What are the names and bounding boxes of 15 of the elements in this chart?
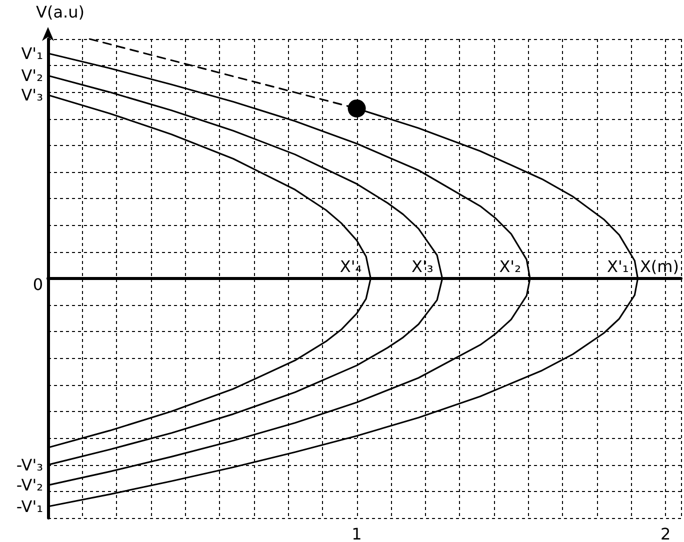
annotation: -V'₁ bbox=[16, 497, 43, 516]
x-tick-label: 1 bbox=[352, 524, 362, 542]
annotation: X'₄ bbox=[340, 257, 362, 276]
annotation: V'₁ bbox=[21, 44, 43, 63]
annotation: X'₂ bbox=[499, 257, 522, 276]
annotation: -V'₂ bbox=[16, 476, 43, 495]
annotation: V'₃ bbox=[21, 86, 43, 105]
annotation: V'₂ bbox=[21, 66, 43, 86]
y-axis-title: V(a.u) bbox=[36, 2, 84, 22]
annotation: X'₁ bbox=[606, 257, 629, 276]
text: 0 bbox=[32, 275, 43, 294]
annotation: -V'₃ bbox=[16, 455, 43, 474]
x-axis-title: X(m) bbox=[640, 257, 679, 276]
annotation: X'₃ bbox=[412, 257, 434, 276]
x-tick-label: 2 bbox=[660, 524, 671, 542]
